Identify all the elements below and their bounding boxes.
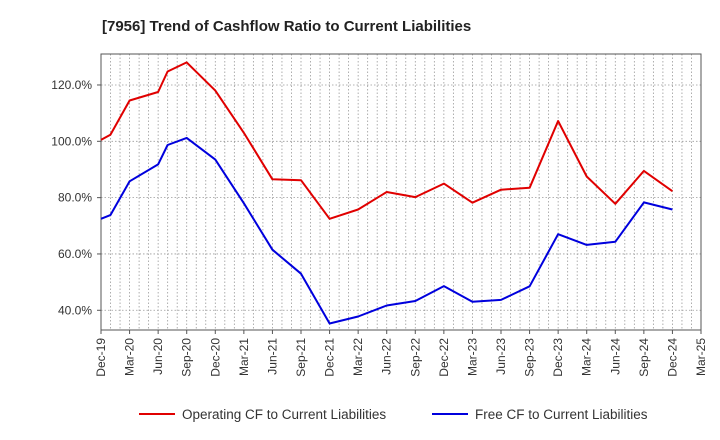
x-tick-label: Dec-24 [665, 338, 679, 377]
x-tick-label: Dec-21 [323, 338, 337, 377]
chart-title: [7956] Trend of Cashflow Ratio to Curren… [102, 18, 471, 35]
y-tick-label: 40.0% [58, 303, 92, 317]
x-tick-label: Mar-23 [465, 338, 479, 376]
x-tick-label: Mar-20 [123, 338, 137, 376]
x-tick-label: Mar-21 [237, 338, 251, 376]
x-axis: Dec-19 Mar-20 Jun-20 Sep-20 Dec-20 Mar-21 Jun-… [94, 330, 708, 377]
x-tick-label: Dec-22 [437, 338, 451, 377]
series-lines [100, 61, 673, 325]
x-tick-label: Mar-24 [580, 338, 594, 376]
x-tick-label: Jun-22 [380, 338, 394, 375]
plot-frame [100, 53, 702, 331]
x-tick-label: Mar-22 [351, 338, 365, 376]
x-tick-label: Dec-20 [208, 338, 222, 377]
x-tick-label: Jun-23 [494, 338, 508, 375]
x-tick-label: Jun-24 [608, 338, 622, 375]
grid [100, 54, 702, 330]
series-line-operating-cf [100, 61, 673, 220]
x-tick-label: Sep-24 [637, 338, 651, 377]
x-tick-label: Mar-25 [694, 338, 708, 376]
x-tick-label: Jun-21 [265, 338, 279, 375]
y-tick-label: 80.0% [58, 191, 92, 205]
x-tick-label: Sep-22 [408, 338, 422, 377]
x-tick-label: Dec-19 [94, 338, 108, 377]
legend: Operating CF to Current Liabilities Free … [139, 407, 648, 422]
x-tick-label: Sep-20 [180, 338, 194, 377]
y-tick-label: 60.0% [58, 247, 92, 261]
x-tick-label: Sep-21 [294, 338, 308, 377]
x-tick-label: Sep-23 [523, 338, 537, 377]
y-tick-label: 120.0% [51, 78, 92, 92]
x-tick-label: Dec-23 [551, 338, 565, 377]
y-tick-label: 100.0% [51, 134, 92, 148]
legend-label: Operating CF to Current Liabilities [182, 407, 386, 422]
legend-label: Free CF to Current Liabilities [475, 407, 648, 422]
x-tick-label: Jun-20 [151, 338, 165, 375]
y-axis: 40.0% 60.0% 80.0% 100.0% 120.0% [51, 78, 101, 317]
series-line-free-cf [100, 136, 673, 325]
